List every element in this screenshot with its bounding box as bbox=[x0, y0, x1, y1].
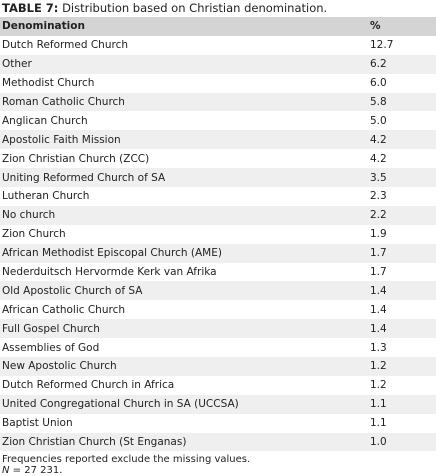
denomination-cell: Lutheran Church bbox=[2, 190, 90, 203]
denomination-cell: African Methodist Episcopal Church (AME) bbox=[0, 243, 368, 263]
denomination-cell: Zion Christian Church (St Enganas) bbox=[0, 432, 368, 452]
table-row: Methodist Church 6.0 bbox=[0, 74, 436, 93]
denomination-cell: Uniting Reformed Church of SA bbox=[0, 168, 368, 188]
table-row: Dutch Reformed Church in Africa 1.2 bbox=[0, 376, 436, 395]
denomination-cell: No church bbox=[0, 205, 368, 225]
table-row: Nederduitsch Hervormde Kerk van Afrika 1.… bbox=[0, 263, 436, 282]
denomination-cell: Dutch Reformed Church in Africa bbox=[2, 379, 175, 392]
denomination-cell: United Congregational Church in SA (UCCS… bbox=[0, 394, 368, 414]
percent-cell: 6.0 bbox=[370, 77, 387, 90]
table-row: Roman Catholic Church 5.8 bbox=[0, 92, 436, 112]
denomination-cell: African Catholic Church bbox=[2, 303, 126, 316]
percent-cell: 1.4 bbox=[368, 319, 436, 339]
percent-cell: 1.4 bbox=[368, 281, 436, 301]
header-cell: % bbox=[368, 17, 436, 36]
table-row: Lutheran Church 2.3 bbox=[0, 187, 436, 206]
footnotes: Frequencies reported exclude the missing… bbox=[2, 454, 250, 476]
caption-text: Distribution based on Christian denomina… bbox=[62, 1, 328, 15]
denomination-cell: Zion Christian Church (ZCC) bbox=[2, 152, 150, 165]
denomination-cell: Dutch Reformed Church bbox=[2, 39, 129, 52]
percent-cell: 1.9 bbox=[370, 228, 387, 241]
percent-cell: 12.7 bbox=[370, 39, 394, 52]
percent-cell: 5.8 bbox=[368, 92, 436, 112]
table: Denomination % Dutch Reformed Church 12.7… bbox=[0, 17, 436, 452]
table-row: African Methodist Episcopal Church (AME)… bbox=[0, 243, 436, 263]
percent-cell: 1.1 bbox=[368, 394, 436, 414]
percent-cell: 1.0 bbox=[368, 432, 436, 452]
table-row: African Catholic Church 1.4 bbox=[0, 300, 436, 319]
percent-cell: 4.2 bbox=[370, 152, 387, 165]
percent-cell: 1.2 bbox=[370, 379, 387, 392]
footnote: Frequencies reported exclude the missing… bbox=[2, 454, 251, 465]
n-symbol: N bbox=[2, 465, 10, 476]
table-body: Dutch Reformed Church 12.7 Other 6.2 Methodi… bbox=[0, 36, 436, 452]
denomination-cell: Full Gospel Church bbox=[0, 319, 368, 339]
caption: TABLE 7: Distribution based on Christian… bbox=[2, 1, 327, 15]
denomination-cell: Other bbox=[0, 54, 368, 74]
table-row: Uniting Reformed Church of SA 3.5 bbox=[0, 168, 436, 188]
denomination-cell: Anglican Church bbox=[2, 114, 88, 127]
denomination-cell: Baptist Union bbox=[2, 417, 73, 430]
footnote-n: N = 27 231. bbox=[2, 465, 250, 476]
table-row: Old Apostolic Church of SA 1.4 bbox=[0, 281, 436, 301]
percent-cell: 1.2 bbox=[368, 357, 436, 376]
denomination-cell: Methodist Church bbox=[2, 77, 95, 90]
caption-label: TABLE 7: bbox=[2, 1, 59, 15]
table-row: Apostolic Faith Mission 4.2 bbox=[0, 130, 436, 150]
denomination-cell: Roman Catholic Church bbox=[0, 92, 368, 112]
table-row: No church 2.2 bbox=[0, 205, 436, 225]
n-text: = 27 231. bbox=[12, 465, 63, 476]
denomination-cell: Old Apostolic Church of SA bbox=[0, 281, 368, 301]
denomination-cell: New Apostolic Church bbox=[0, 357, 368, 376]
table-row: Baptist Union 1.1 bbox=[0, 414, 436, 433]
percent-cell: 1.4 bbox=[370, 303, 387, 316]
percent-cell: 2.3 bbox=[370, 190, 387, 203]
percent-cell: 4.2 bbox=[368, 130, 436, 150]
table-row: Assemblies of God 1.3 bbox=[0, 338, 436, 357]
percent-cell: 1.7 bbox=[368, 243, 436, 263]
header-row: Denomination % bbox=[0, 17, 436, 36]
percent-cell: 6.2 bbox=[368, 54, 436, 74]
percent-cell: 1.1 bbox=[370, 417, 387, 430]
denomination-cell: Zion Church bbox=[2, 228, 66, 241]
percent-cell: 1.3 bbox=[370, 341, 387, 354]
table-row: Anglican Church 5.0 bbox=[0, 111, 436, 130]
percent-cell: 1.7 bbox=[370, 266, 387, 279]
denomination-cell: Apostolic Faith Mission bbox=[0, 130, 368, 150]
header-cell: Denomination bbox=[0, 17, 368, 36]
table-row: Other 6.2 bbox=[0, 54, 436, 74]
denomination-cell: Assemblies of God bbox=[2, 341, 100, 354]
percent-cell: 3.5 bbox=[368, 168, 436, 188]
table-row: Zion Christian Church (St Enganas) 1.0 bbox=[0, 432, 436, 452]
percent-cell: 2.2 bbox=[368, 205, 436, 225]
table-row: Zion Church 1.9 bbox=[0, 225, 436, 244]
table-row: Zion Christian Church (ZCC) 4.2 bbox=[0, 149, 436, 168]
table-row: United Congregational Church in SA (UCCS… bbox=[0, 394, 436, 414]
table-row: Full Gospel Church 1.4 bbox=[0, 319, 436, 339]
percent-cell: 5.0 bbox=[370, 114, 387, 127]
denomination-cell: Nederduitsch Hervormde Kerk van Afrika bbox=[2, 266, 217, 279]
table-row: Dutch Reformed Church 12.7 bbox=[0, 36, 436, 55]
table-row: New Apostolic Church 1.2 bbox=[0, 357, 436, 376]
